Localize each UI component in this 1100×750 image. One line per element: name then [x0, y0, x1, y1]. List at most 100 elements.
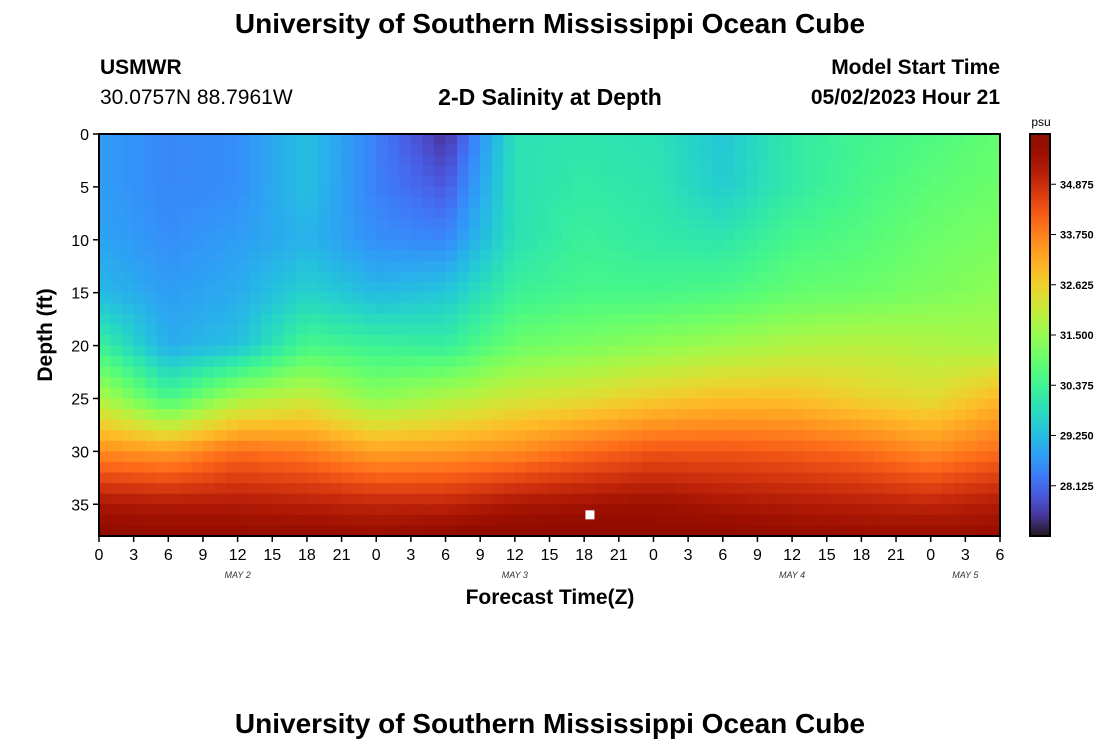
heatmap-cell	[745, 165, 759, 177]
heatmap-cell	[930, 451, 943, 463]
heatmap-cell	[826, 409, 839, 421]
heatmap-cell	[641, 514, 655, 527]
heatmap-cell	[468, 292, 481, 304]
heatmap-cell	[930, 366, 943, 378]
heatmap-cell	[399, 165, 412, 177]
heatmap-cell	[676, 176, 689, 188]
heatmap-cell	[907, 260, 920, 273]
heatmap-cell	[595, 186, 608, 199]
heatmap-cell	[676, 514, 689, 527]
heatmap-cell	[930, 250, 943, 262]
heatmap-cell	[838, 260, 851, 273]
heatmap-cell	[433, 335, 447, 347]
heatmap-cell	[942, 398, 955, 410]
heatmap-cell	[722, 335, 735, 347]
heatmap-cell	[491, 356, 504, 368]
heatmap-cell	[387, 250, 400, 262]
heatmap-cell	[757, 250, 770, 262]
heatmap-cell	[353, 377, 366, 389]
heatmap-cell	[249, 292, 262, 304]
heatmap-cell	[861, 303, 874, 315]
heatmap-cell	[872, 345, 886, 357]
heatmap-cell	[318, 356, 331, 368]
heatmap-cell	[491, 144, 504, 156]
heatmap-cell	[607, 165, 620, 177]
heatmap-cell	[780, 250, 793, 262]
heatmap-cell	[422, 229, 435, 241]
heatmap-cell	[295, 483, 308, 495]
heatmap-cell	[688, 461, 701, 474]
heatmap-cell	[930, 430, 943, 442]
heatmap-cell	[988, 155, 1000, 167]
heatmap-cell	[584, 313, 597, 326]
heatmap-cell	[595, 335, 608, 347]
heatmap-cell	[330, 345, 343, 357]
heatmap-cell	[896, 155, 909, 167]
heatmap-cell	[249, 493, 262, 505]
heatmap-cell	[445, 356, 458, 368]
heatmap-cell	[318, 377, 331, 389]
heatmap-cell	[295, 134, 308, 146]
colorbar-tick-label: 30.375	[1060, 380, 1094, 392]
heatmap-cell	[133, 260, 146, 273]
heatmap-cell	[896, 493, 909, 505]
x-tick-label: 12	[506, 547, 524, 564]
heatmap-cell	[849, 271, 862, 283]
heatmap-cell	[145, 186, 158, 199]
heatmap-cell	[965, 430, 978, 442]
heatmap-cell	[676, 271, 689, 283]
heatmap-cell	[491, 186, 504, 199]
heatmap-cell	[179, 366, 193, 378]
heatmap-cell	[930, 165, 943, 177]
heatmap-cell	[480, 356, 493, 368]
heatmap-cell	[919, 493, 932, 505]
heatmap-cell	[561, 504, 574, 516]
heatmap-cell	[757, 155, 770, 167]
heatmap-cell	[214, 419, 227, 431]
heatmap-cell	[202, 260, 216, 273]
heatmap-cell	[480, 461, 493, 474]
heatmap-cell	[514, 335, 527, 347]
heatmap-cell	[468, 525, 481, 536]
heatmap-cell	[630, 493, 643, 505]
heatmap-cell	[410, 197, 424, 209]
heatmap-cell	[260, 260, 273, 273]
heatmap-cell	[480, 419, 493, 431]
heatmap-cell	[815, 461, 828, 474]
heatmap-cell	[768, 208, 782, 220]
heatmap-cell	[792, 313, 805, 326]
heatmap-cell	[653, 250, 666, 262]
heatmap-cell	[745, 430, 759, 442]
heatmap-cell	[803, 186, 816, 199]
heatmap-cell	[480, 282, 493, 294]
heatmap-cell	[607, 504, 620, 516]
heatmap-cell	[711, 165, 724, 177]
heatmap-cell	[745, 197, 759, 209]
heatmap-cell	[849, 366, 862, 378]
heatmap-cell	[688, 451, 701, 463]
heatmap-cell	[653, 398, 666, 410]
heatmap-cell	[226, 451, 239, 463]
heatmap-cell	[607, 493, 620, 505]
heatmap-cell	[768, 165, 782, 177]
heatmap-cell	[514, 451, 527, 463]
heatmap-cell	[561, 335, 574, 347]
heatmap-cell	[584, 514, 597, 527]
heatmap-cell	[168, 345, 181, 357]
heatmap-cell	[179, 186, 193, 199]
heatmap-cell	[722, 260, 735, 273]
heatmap-cell	[202, 493, 216, 505]
heatmap-cell	[919, 250, 932, 262]
heatmap-cell	[133, 345, 146, 357]
heatmap-cell	[260, 218, 273, 230]
heatmap-cell	[595, 303, 608, 315]
heatmap-cell	[641, 504, 655, 516]
heatmap-cell	[607, 387, 620, 400]
heatmap-cell	[607, 472, 620, 484]
heatmap-cell	[584, 345, 597, 357]
heatmap-cell	[260, 250, 273, 262]
heatmap-cell	[618, 134, 631, 146]
heatmap-cell	[607, 409, 620, 421]
heatmap-cell	[260, 430, 273, 442]
heatmap-cell	[133, 313, 146, 326]
